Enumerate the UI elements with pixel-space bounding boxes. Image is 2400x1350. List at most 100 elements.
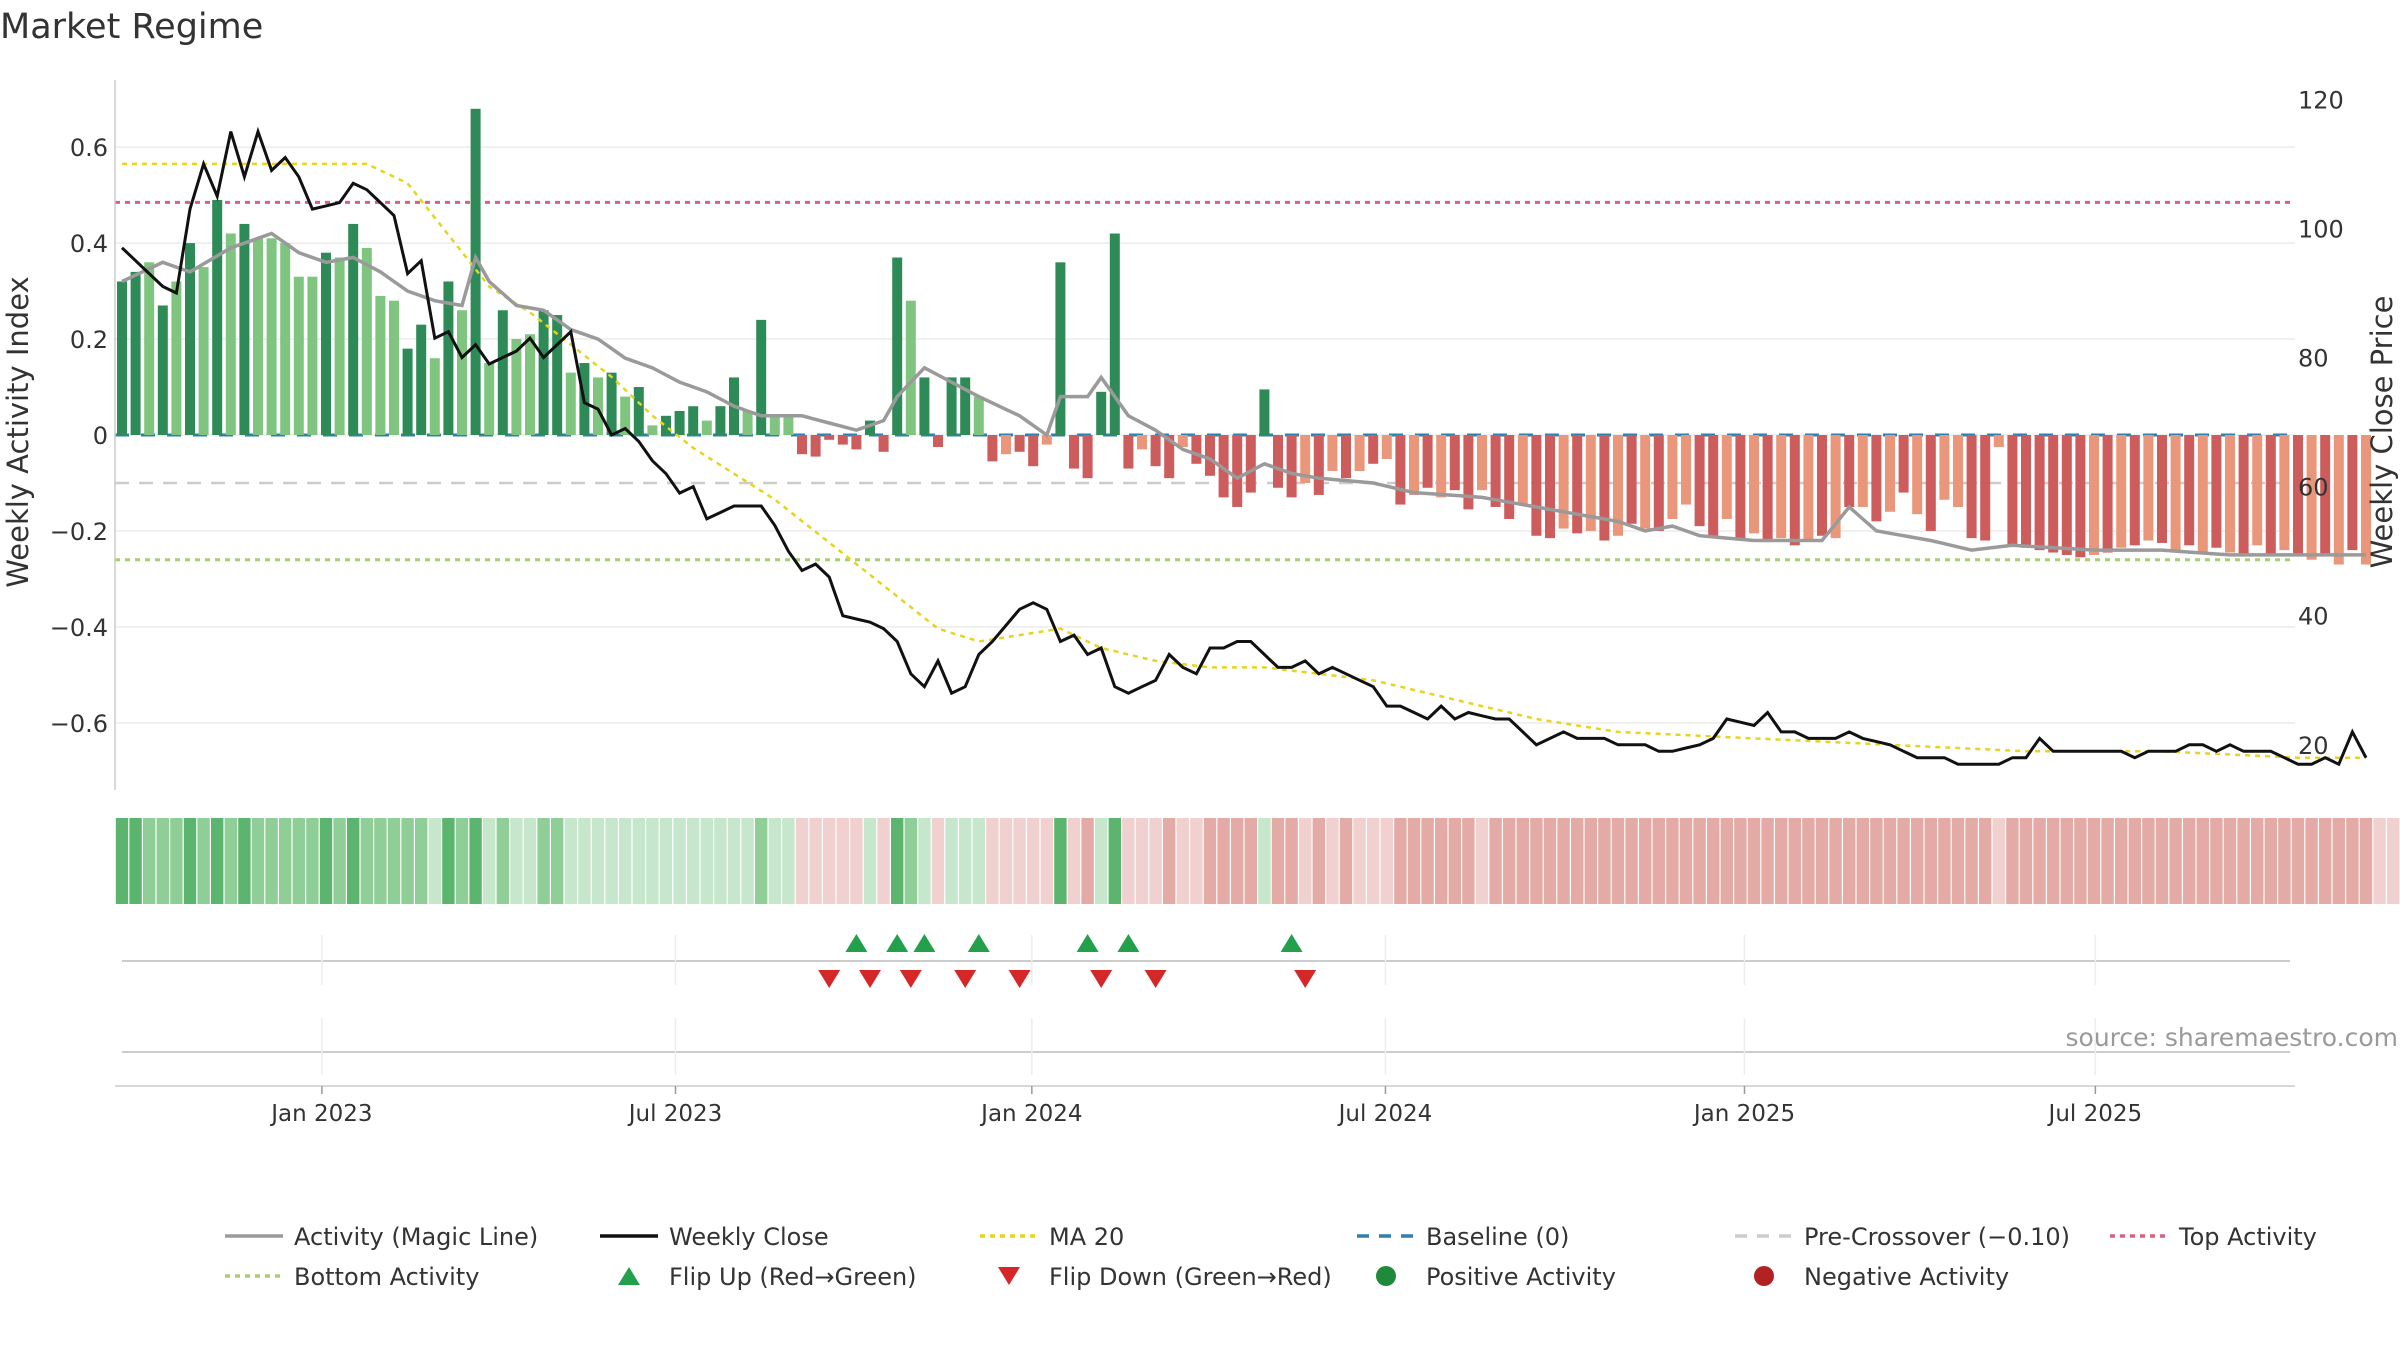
regime-cell [1095, 818, 1108, 904]
activity-bar [946, 377, 957, 435]
chart-title: Market Regime [0, 7, 263, 47]
regime-cell [2346, 818, 2359, 904]
activity-bar [2157, 435, 2167, 543]
activity-bar [2197, 435, 2208, 553]
regime-cell [918, 818, 931, 904]
regime-cell [1027, 818, 1040, 904]
flip-down-marker [1090, 970, 1113, 988]
regime-cell [1679, 818, 1693, 904]
legend: Activity (Magic Line) Weekly Close MA 20 Ba… [225, 1223, 2317, 1291]
flip-up-marker [913, 934, 936, 952]
activity-bar [1205, 435, 1215, 476]
left-tick-label: 0.6 [70, 134, 108, 162]
regime-cell [564, 818, 577, 904]
activity-bar [2238, 435, 2249, 555]
regime-cell [238, 818, 251, 904]
legend-label: Positive Activity [1426, 1263, 1616, 1291]
regime-cell [2319, 818, 2332, 904]
regime-cell [673, 818, 686, 904]
regime-cell [2210, 818, 2223, 904]
regime-cell [265, 818, 278, 904]
regime-cell [714, 818, 727, 904]
activity-bar [2306, 435, 2317, 560]
activity-bar [1490, 435, 1501, 507]
regime-cell [877, 818, 890, 904]
x-tick-label: Jan 2025 [1692, 1101, 1795, 1127]
activity-bar [865, 420, 875, 435]
activity-bar [1150, 435, 1161, 467]
regime-cell [1951, 818, 1965, 904]
regime-cell [931, 818, 945, 904]
activity-bar [552, 315, 563, 435]
flip-up-marker [1117, 934, 1140, 952]
activity-bar [225, 233, 236, 435]
regime-cell [1788, 818, 1801, 904]
regime-cell [782, 818, 795, 904]
regime-cell [1122, 818, 1135, 904]
activity-bar [1109, 233, 1120, 435]
activity-bar [538, 310, 549, 435]
activity-bar [1681, 435, 1691, 505]
activity-bar [2252, 435, 2263, 546]
left-axis-label: Weekly Activity Index [1, 276, 35, 587]
x-tick-label: Jul 2023 [627, 1101, 723, 1127]
activity-bar [756, 319, 767, 435]
activity-bar [783, 415, 794, 435]
activity-bar [1477, 435, 1487, 491]
flip-down-marker [899, 970, 922, 988]
activity-bar [1041, 435, 1052, 445]
regime-cell [1747, 818, 1761, 904]
activity-bar [987, 435, 998, 462]
regime-cell [809, 818, 822, 904]
legend-label: Pre-Crossover (−0.10) [1804, 1223, 2070, 1251]
regime-cell [1965, 818, 1978, 904]
activity-bar [633, 387, 644, 435]
regime-cell [428, 818, 441, 904]
activity-bar [198, 267, 209, 435]
legend-item: MA 20 [980, 1223, 1124, 1251]
regime-cell [863, 818, 877, 904]
activity-bar [1137, 435, 1147, 450]
activity-bar [647, 425, 658, 435]
legend-label: Baseline (0) [1426, 1223, 1569, 1251]
activity-bar [1245, 435, 1256, 493]
regime-cell [1829, 818, 1842, 904]
activity-bar [1871, 435, 1882, 522]
regime-cell [1652, 818, 1665, 904]
activity-bar [171, 281, 182, 435]
activity-bar [2143, 435, 2154, 541]
legend-item: Weekly Close [600, 1223, 829, 1251]
activity-bar [797, 435, 807, 455]
activity-bar [1327, 435, 1338, 471]
flip-down-marker [859, 970, 881, 988]
legend-item: Top Activity [2110, 1223, 2317, 1251]
activity-bar [824, 435, 835, 440]
activity-bar [1939, 435, 1950, 500]
activity-bar [1925, 435, 1936, 531]
activity-bar [1300, 435, 1311, 483]
regime-cell [143, 818, 156, 904]
regime-cell [1639, 818, 1652, 904]
regime-cell [1883, 818, 1897, 904]
regime-cell [1081, 818, 1094, 904]
activity-bar [1599, 435, 1610, 541]
x-tick-label: Jul 2024 [1337, 1101, 1433, 1127]
left-tick-label: 0 [93, 422, 108, 450]
activity-bar [2184, 435, 2195, 546]
regime-cell [1054, 818, 1067, 904]
regime-cell [605, 818, 618, 904]
regime-cell [306, 818, 319, 904]
activity-bar [1667, 435, 1678, 519]
legend-swatch [1754, 1266, 1774, 1286]
flip-up-marker [1280, 934, 1303, 952]
activity-bar [1028, 435, 1039, 467]
activity-bar [389, 300, 399, 435]
activity-bar [620, 396, 631, 435]
activity-bar [144, 262, 155, 435]
regime-cell [1258, 818, 1271, 904]
regime-cell [2196, 818, 2209, 904]
activity-bar [1613, 435, 1623, 536]
activity-bar [2293, 435, 2303, 555]
activity-bar [1966, 435, 1977, 539]
regime-cell [483, 818, 496, 904]
